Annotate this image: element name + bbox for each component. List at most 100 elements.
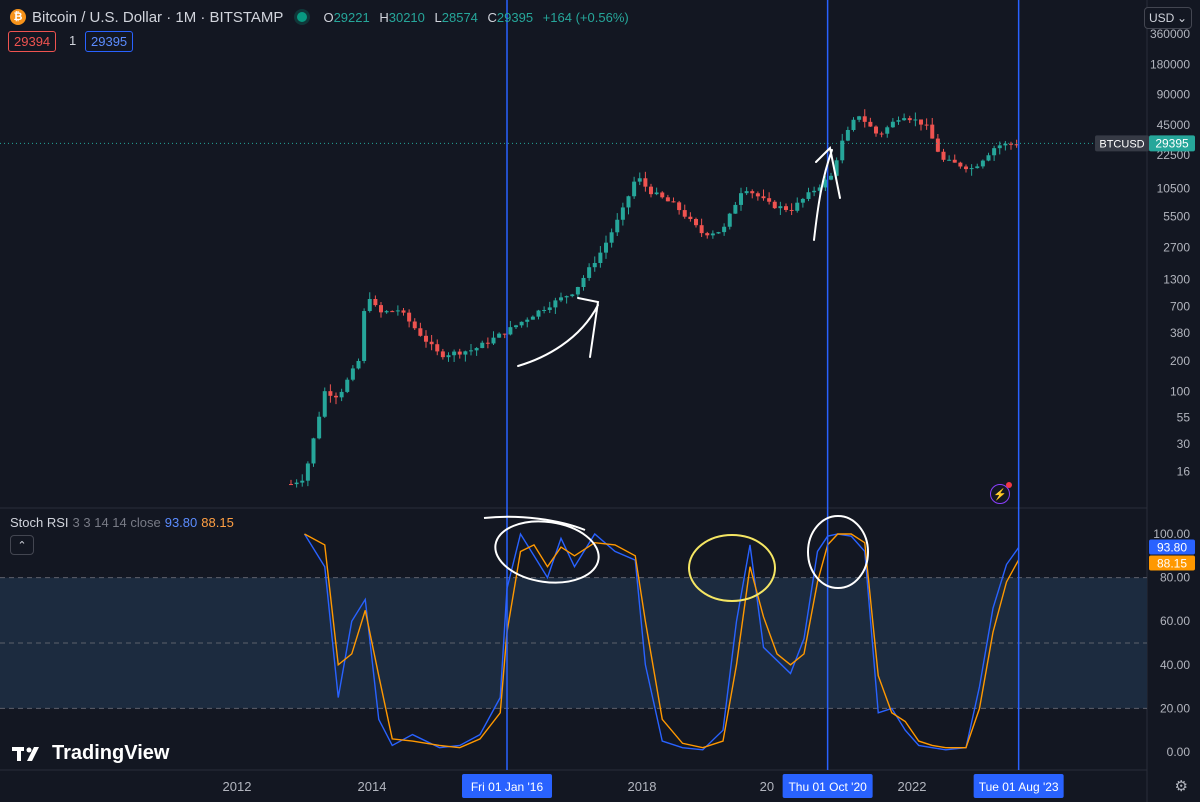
time-marker-badge [462, 774, 552, 798]
candle-up [384, 311, 389, 313]
price-change: +164 (+0.56%) [542, 9, 629, 25]
candle-up [547, 307, 552, 310]
stoch-axis-label: 100.00 [1153, 527, 1190, 541]
candle-down [924, 124, 929, 126]
candle-up [980, 160, 985, 167]
candle-down [412, 321, 417, 329]
collapse-pane-button[interactable]: ⌃ [10, 535, 34, 555]
price-axis-label: 55 [1177, 411, 1191, 425]
candle-up [716, 232, 721, 234]
candle-up [553, 300, 558, 308]
indicator-legend[interactable]: Stoch RSI 3 3 14 14 close 93.80 88.15 [10, 515, 234, 530]
candle-down [699, 225, 704, 234]
candle-up [885, 127, 890, 134]
time-axis-label: 20 [760, 779, 774, 794]
candle-up [480, 342, 485, 349]
candle-up [463, 351, 468, 355]
candle-up [632, 181, 637, 197]
alert-lightning-icon[interactable]: ⚡ [990, 482, 1012, 504]
currency-label: USD [1149, 11, 1175, 25]
price-axis-label: 2700 [1163, 241, 1190, 255]
candle-up [542, 309, 547, 311]
candle-up [947, 159, 952, 161]
buy-button[interactable]: 29395 [85, 31, 134, 52]
candle-down [665, 197, 670, 202]
price-axis-label: 45000 [1157, 118, 1191, 132]
price-axis-label: 5500 [1163, 210, 1190, 224]
ohlc-close-key: C [487, 9, 497, 25]
circle-annotation-2019 [688, 534, 776, 602]
candle-down [643, 178, 648, 187]
tradingview-logo[interactable]: TradingView [12, 742, 169, 765]
candle-down [424, 335, 428, 342]
candle-up [598, 252, 603, 263]
candle-up [620, 207, 625, 220]
candle-down [868, 121, 873, 127]
candle-down [688, 216, 693, 220]
time-marker-badge [782, 774, 873, 798]
symbol-badge [1095, 135, 1149, 152]
sell-button[interactable]: 29394 [8, 31, 57, 52]
candle-up [857, 116, 862, 120]
candle-down [390, 311, 395, 313]
stoch-axis-label: 20.00 [1160, 701, 1190, 715]
candle-up [817, 187, 822, 191]
candle-down [930, 124, 935, 139]
candle-down [964, 166, 968, 170]
last-price-label: 29395 [1155, 136, 1189, 150]
gear-icon[interactable]: ⚙ [1174, 778, 1188, 795]
order-quantity[interactable]: 1 [69, 33, 77, 48]
candlestick-series [0, 109, 1147, 488]
candle-down [660, 192, 665, 198]
candle-down [401, 310, 406, 313]
stoch-axis-label: 60.00 [1160, 614, 1190, 628]
indicator-d-value: 88.15 [201, 515, 234, 530]
candle-down [784, 206, 788, 210]
vertical-markers[interactable] [506, 0, 1020, 770]
chevron-up-icon: ⌃ [17, 539, 27, 552]
candle-up [986, 155, 991, 161]
candle-up [362, 311, 367, 361]
candle-up [508, 327, 513, 335]
ohlc-open-key: O [323, 9, 334, 25]
price-axis-label: 360000 [1150, 27, 1190, 41]
candle-down [1014, 144, 1019, 146]
last-price-badge [1149, 135, 1195, 152]
currency-select[interactable]: USD ⌄ [1144, 7, 1192, 29]
candle-down [334, 395, 338, 398]
price-axis-label: 30 [1177, 437, 1191, 451]
candle-up [778, 206, 783, 209]
price-axis-label: 380 [1170, 326, 1190, 340]
time-axis-label: 2014 [358, 779, 387, 794]
time-axis[interactable]: 2012 2014 2018 20 2022 Fri 01 Jan '16 Thu 01 O… [223, 774, 1064, 798]
candle-up [367, 299, 372, 312]
price-axis[interactable]: 360000 180000 90000 45000 22500 10500 5500 2700… [1095, 27, 1195, 759]
candle-up [294, 482, 299, 485]
candle-up [525, 319, 530, 322]
candle-up [992, 148, 997, 156]
price-axis-label: 700 [1170, 300, 1190, 314]
ohlc-high-key: H [379, 9, 389, 25]
candle-up [823, 179, 828, 188]
stoch-d-badge-label: 88.15 [1157, 557, 1187, 571]
ohlc-low: 28574 [441, 9, 478, 25]
stoch-rsi-lines [303, 532, 1020, 751]
candle-down [682, 210, 687, 217]
candle-up [733, 204, 738, 214]
price-axis-label: 100 [1170, 384, 1190, 398]
candle-up [744, 191, 749, 194]
stoch-k-badge [1149, 539, 1195, 555]
candle-down [328, 391, 333, 396]
symbol-title[interactable]: Bitcoin / U.S. Dollar · 1M · BITSTAMP [32, 8, 284, 26]
candle-down [373, 299, 378, 306]
candle-down [919, 119, 923, 125]
stoch-d-badge [1149, 555, 1195, 571]
stoch-band [0, 577, 1147, 709]
candle-up [530, 316, 535, 320]
candle-down [440, 351, 445, 358]
arrow-annotation-2016 [517, 297, 600, 367]
candle-up [491, 337, 496, 344]
candle-up [800, 198, 805, 203]
stoch-axis-label: 40.00 [1160, 658, 1190, 672]
